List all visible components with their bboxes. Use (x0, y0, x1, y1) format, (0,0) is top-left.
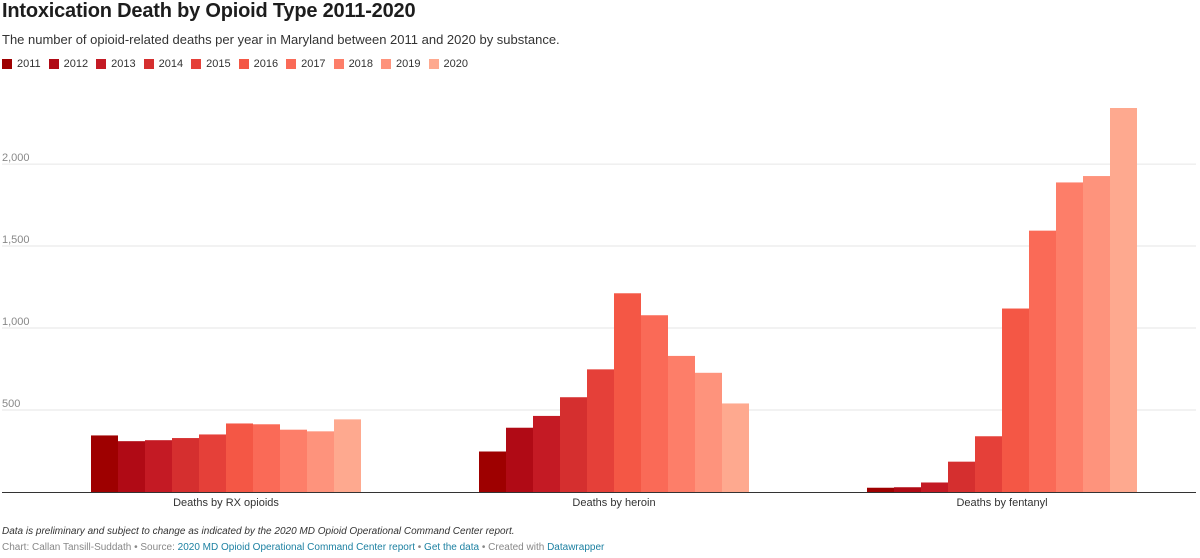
bar[interactable] (1083, 176, 1110, 492)
get-data-link[interactable]: Get the data (424, 542, 480, 553)
category-label: Deaths by heroin (572, 497, 655, 509)
bar[interactable] (1029, 230, 1056, 492)
bar[interactable] (695, 372, 722, 492)
bar[interactable] (975, 436, 1002, 492)
legend-swatch (238, 59, 249, 69)
category-label: Deaths by RX opioids (173, 497, 279, 509)
bar[interactable] (1002, 308, 1029, 492)
legend-label: 2018 (348, 58, 374, 70)
y-tick-label: 1,000 (2, 316, 30, 328)
chart-title: Intoxication Death by Opioid Type 2011-2… (2, 0, 416, 22)
bar[interactable] (560, 397, 587, 492)
bar[interactable] (921, 482, 948, 492)
legend-swatch (48, 59, 59, 69)
legend-swatch (191, 59, 202, 69)
source-link[interactable]: 2020 MD Opioid Operational Command Cente… (177, 542, 415, 553)
bar[interactable] (199, 434, 226, 492)
y-tick-label: 2,000 (2, 152, 30, 164)
legend-label: 2017 (301, 58, 326, 70)
legend-swatch (2, 59, 12, 69)
legend-label: 2020 (443, 58, 469, 70)
legend-swatch (96, 59, 107, 69)
legend-label: 2019 (396, 58, 421, 70)
bar[interactable] (253, 424, 280, 492)
legend-label: 2014 (158, 58, 184, 70)
chart-footer: Chart: Callan Tansill-Suddath • Source: … (2, 542, 604, 553)
legend-swatch (143, 59, 154, 69)
legend-label: 2013 (111, 58, 136, 70)
bar[interactable] (172, 438, 199, 492)
chart-legend: 2011 2012 2013 2014 2015 2016 2017 2018 2019 2020 (2, 57, 476, 71)
legend-item: 2011 (2, 58, 41, 70)
legend-item: 2012 (48, 58, 89, 70)
bars (2, 108, 1196, 493)
legend-item: 2014 (143, 58, 184, 70)
bar[interactable] (668, 355, 695, 492)
datawrapper-link[interactable]: Datawrapper (547, 542, 605, 553)
legend-item: 2019 (381, 58, 421, 70)
legend-item: 2020 (428, 58, 469, 70)
bar[interactable] (91, 435, 118, 492)
legend-item: 2017 (286, 58, 326, 70)
bar[interactable] (641, 315, 668, 492)
bar[interactable] (894, 487, 921, 492)
y-tick-label: 500 (2, 398, 20, 410)
bar[interactable] (1110, 108, 1137, 492)
category-labels: Deaths by RX opioids Deaths by heroin Deat… (173, 497, 1047, 509)
created-with-text: • Created with (479, 542, 548, 553)
bar[interactable] (479, 451, 506, 492)
bar[interactable] (614, 293, 641, 492)
bar[interactable] (948, 461, 975, 492)
bar[interactable] (867, 487, 894, 492)
legend-label: 2016 (253, 58, 279, 70)
legend-swatch (333, 59, 344, 69)
legend-swatch (286, 59, 297, 69)
legend-item: 2016 (238, 58, 279, 70)
legend-item: 2015 (191, 58, 231, 70)
category-label: Deaths by fentanyl (956, 497, 1047, 509)
gridlines: 500 1,000 1,500 2,000 (2, 152, 1196, 411)
bar[interactable] (280, 429, 307, 492)
bar[interactable] (226, 423, 253, 492)
data-note: Data is preliminary and subject to chang… (2, 526, 515, 537)
legend-swatch (381, 59, 392, 69)
bar[interactable] (587, 369, 614, 492)
bar[interactable] (334, 419, 361, 492)
legend-swatch (428, 59, 439, 69)
bar[interactable] (145, 440, 172, 492)
bar[interactable] (1056, 182, 1083, 492)
bar[interactable] (118, 441, 145, 492)
legend-label: 2011 (17, 58, 41, 70)
bar[interactable] (506, 427, 533, 492)
bar[interactable] (722, 403, 749, 492)
legend-label: 2015 (206, 58, 231, 70)
legend-item: 2018 (333, 58, 374, 70)
bar[interactable] (533, 415, 560, 492)
chart-subtitle: The number of opioid-related deaths per … (2, 32, 560, 47)
bar[interactable] (307, 431, 334, 492)
legend-label: 2012 (63, 58, 89, 70)
credit-text: Chart: Callan Tansill-Suddath • Source: (2, 542, 178, 553)
separator: • (414, 542, 425, 553)
legend-item: 2013 (96, 58, 136, 70)
y-tick-label: 1,500 (2, 234, 30, 246)
